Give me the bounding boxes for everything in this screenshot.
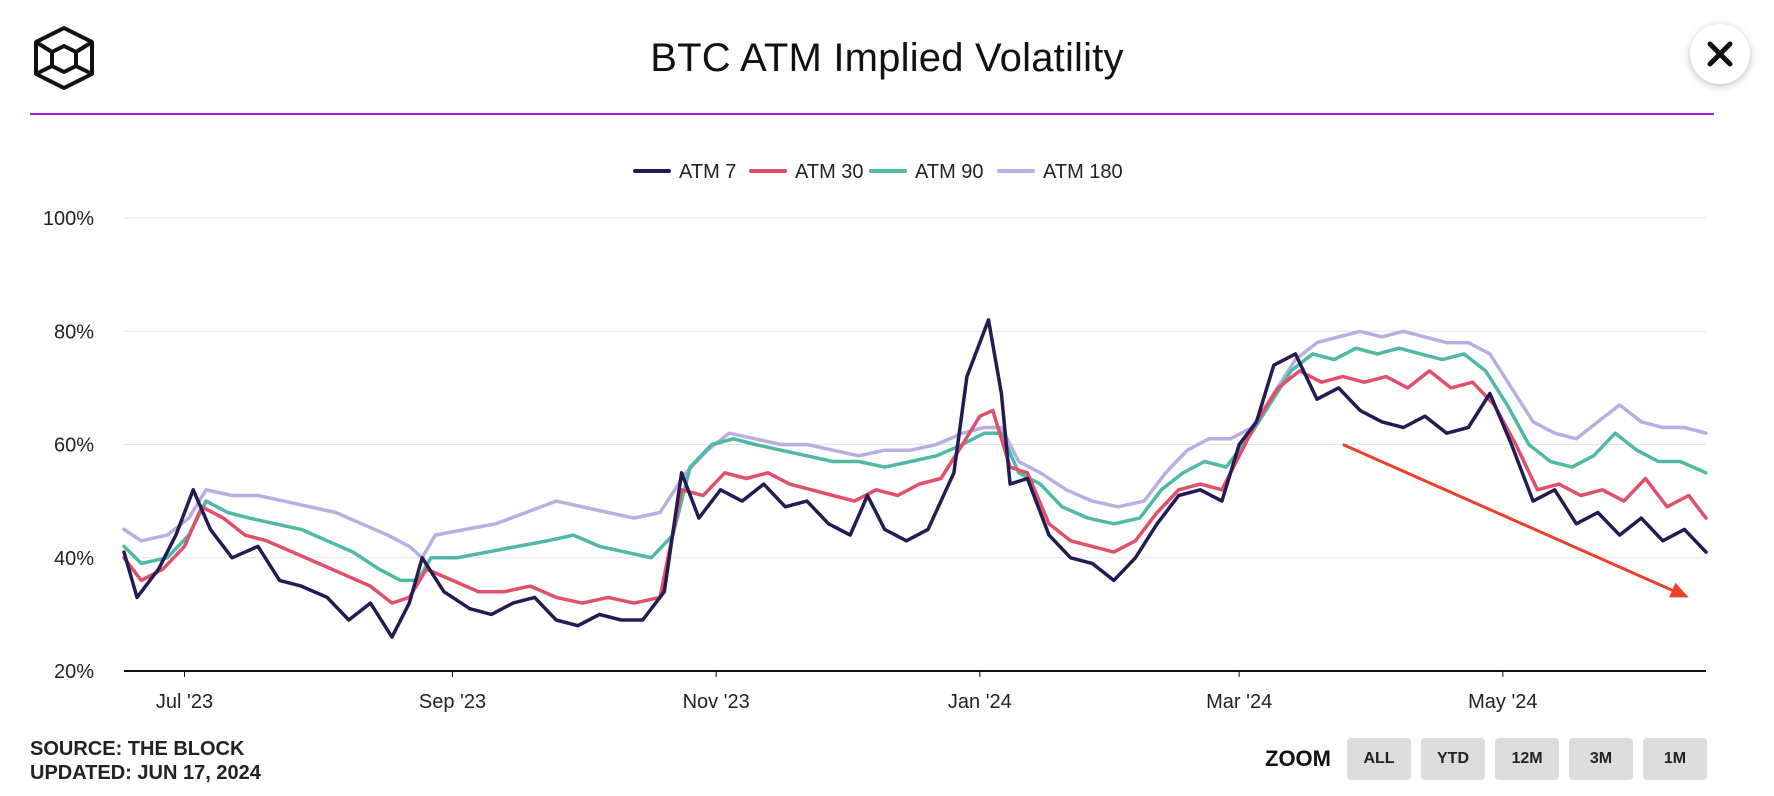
zoom-3m-button[interactable]: 3M bbox=[1569, 738, 1633, 780]
legend-label: ATM 90 bbox=[915, 161, 984, 183]
chart-title: BTC ATM Implied Volatility bbox=[650, 36, 1124, 80]
source-note: SOURCE: THE BLOCK UPDATED: JUN 17, 2024 bbox=[30, 737, 261, 785]
x-tick-label: May '24 bbox=[1468, 691, 1537, 713]
x-tick-label: Jan '24 bbox=[948, 691, 1012, 713]
y-tick-label: 100% bbox=[43, 208, 94, 230]
volatility-line-chart: ATM 7 ATM 30 ATM 90 ATM 180 20% 40% 60% 80% 100… bbox=[43, 161, 1708, 713]
legend-item-atm-30[interactable]: ATM 30 bbox=[749, 161, 864, 183]
y-tick-label: 60% bbox=[54, 435, 94, 457]
series-line-atm-30 bbox=[122, 369, 1708, 605]
legend-item-atm-180[interactable]: ATM 180 bbox=[997, 161, 1123, 183]
x-tick-label: Jul '23 bbox=[156, 691, 213, 713]
series-line-atm-180 bbox=[122, 329, 1708, 560]
zoom-ytd-button[interactable]: YTD bbox=[1421, 738, 1485, 780]
zoom-all-button[interactable]: ALL bbox=[1347, 738, 1411, 780]
legend-label: ATM 7 bbox=[679, 161, 736, 183]
chart-gridlines bbox=[124, 217, 1706, 672]
cube-logo-icon bbox=[34, 26, 94, 90]
legend-label: ATM 180 bbox=[1043, 161, 1123, 183]
x-tick-label: Mar '24 bbox=[1206, 691, 1272, 713]
legend-item-atm-90[interactable]: ATM 90 bbox=[869, 161, 984, 183]
legend-item-atm-7[interactable]: ATM 7 bbox=[633, 161, 736, 183]
zoom-12m-button[interactable]: 12M bbox=[1495, 738, 1559, 780]
close-button[interactable] bbox=[1690, 24, 1750, 84]
x-axis-ticks: Jul '23 Sep '23 Nov '23 Jan '24 Mar '24 May '… bbox=[156, 671, 1538, 713]
title-divider bbox=[30, 113, 1714, 115]
y-tick-label: 80% bbox=[54, 321, 94, 343]
close-icon bbox=[1707, 41, 1733, 67]
y-tick-label: 40% bbox=[54, 548, 94, 570]
y-axis-ticks: 20% 40% 60% 80% 100% bbox=[43, 208, 94, 683]
zoom-1m-button[interactable]: 1M bbox=[1643, 738, 1707, 780]
y-tick-label: 20% bbox=[54, 661, 94, 683]
zoom-label: ZOOM bbox=[1265, 746, 1331, 771]
trend-arrow-head-icon bbox=[1669, 582, 1689, 598]
chart-series bbox=[122, 318, 1708, 639]
the-block-logo-icon bbox=[30, 24, 98, 92]
series-line-atm-7 bbox=[122, 318, 1708, 639]
updated-text: UPDATED: JUN 17, 2024 bbox=[30, 762, 261, 784]
x-tick-label: Nov '23 bbox=[683, 691, 750, 713]
chart-legend: ATM 7 ATM 30 ATM 90 ATM 180 bbox=[633, 161, 1123, 183]
source-text: SOURCE: THE BLOCK bbox=[30, 738, 245, 760]
series-line-atm-90 bbox=[122, 346, 1708, 583]
x-tick-label: Sep '23 bbox=[419, 691, 486, 713]
trend-arrow-shaft bbox=[1342, 443, 1676, 593]
legend-label: ATM 30 bbox=[795, 161, 864, 183]
trend-annotation bbox=[1342, 443, 1689, 598]
